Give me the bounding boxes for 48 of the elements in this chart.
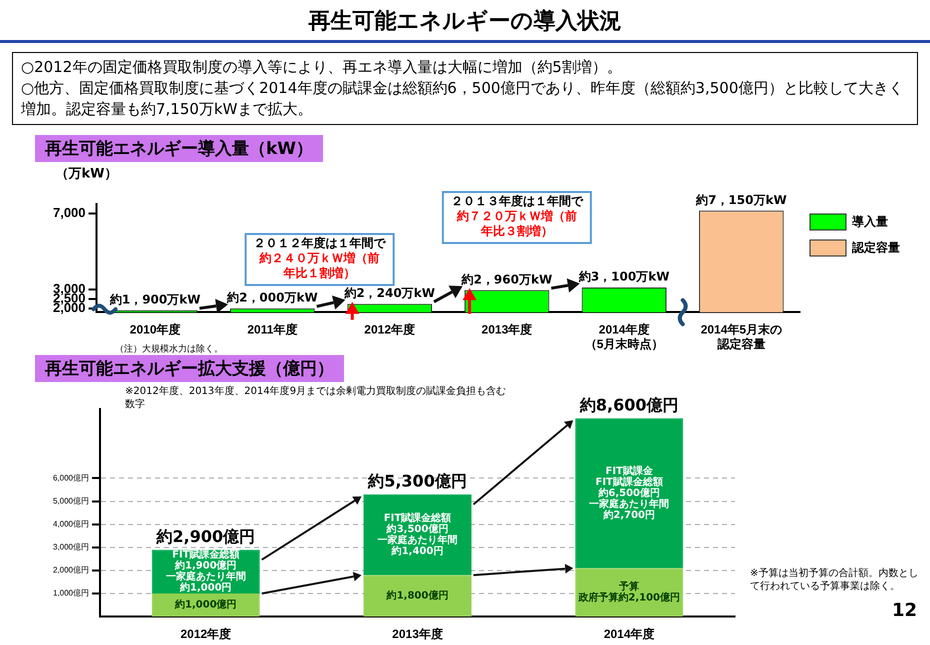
bar xyxy=(364,575,472,617)
text: ○2012年の固定価格買取制度の導入等により、再エネ導入量は大幅に増加（約5割増）。 xyxy=(21,57,623,78)
x-tick-label: 2013年度 xyxy=(482,322,532,337)
y-tick-label: 1,000億円 xyxy=(52,588,90,598)
text: 12 xyxy=(892,600,918,621)
y-tick-label: 6,000億円 xyxy=(52,473,90,482)
x-tick-label: 2014年度（5月末時点） xyxy=(584,322,664,352)
total-label: 約2,900億円 xyxy=(156,526,256,546)
data-label: 約1,800億円 xyxy=(386,589,448,602)
series-label: 予算 xyxy=(618,580,640,592)
data-label: FIT賦課金総額約6,500億円一家庭あたり年間約2,700円 xyxy=(589,476,670,521)
text: 再生可能エネルギーの導入状況 xyxy=(308,8,622,36)
y-axis-title: （万kW） xyxy=(56,166,118,182)
x-tick-label: 2011年度 xyxy=(247,322,298,337)
y-tick-label: 3,000億円 xyxy=(52,542,90,552)
data-label: 約2，000万kW xyxy=(226,290,318,305)
x-tick-label: 2013年度 xyxy=(392,627,443,642)
series-label: FIT賦課金 xyxy=(605,464,654,477)
x-tick-label: 2010年度 xyxy=(130,322,181,337)
y-tick-label: 2,000億円 xyxy=(52,566,90,575)
text: ※予算は当初予算の合計額。内数として行われている予算事業は除く。 xyxy=(750,567,920,593)
data-label: 約3，100万kW xyxy=(578,270,670,284)
annotation: ２０１２年度は１年間で約２４０万ｋＷ増（前年比１割増） xyxy=(254,236,387,280)
x-tick-label: 2014年度 xyxy=(604,627,655,642)
total-label: 約8,600億円 xyxy=(578,395,678,414)
text: （注）大規模水力は除く。 xyxy=(115,343,224,354)
x-tick-label: 2014年5月末の認定容量 xyxy=(700,322,782,352)
x-tick-label: 2012年度 xyxy=(364,322,415,337)
text: ○他方、固定価格買取制度に基づく2014年度の賦課金は総額約6，500億円であり、昨年度（総額約3,500億円）と比較して大きく増加。認定容量も約7,150万kWまで拡大。 xyxy=(21,78,904,120)
annotation: ※2012年度、2013年度、2014年度9月までは余剰電力買取制度の賦課金負担も含む数字 xyxy=(125,385,508,411)
data-label: 約2，240万kW xyxy=(343,286,435,300)
legend-label: 導入量 xyxy=(851,214,888,228)
data-label: 約1,000億円 xyxy=(174,598,237,611)
y-tick-label: 4,000億円 xyxy=(52,520,90,529)
annotation: ２０１３年度は１年間で約７２０万ｋＷ増（前年比３割増） xyxy=(450,194,584,238)
total-label: 約5,300億円 xyxy=(367,472,467,491)
data-label: 約1，900万kW xyxy=(108,292,200,306)
data-label: FIT賦課金総額約1,900億円一家庭あたり年間約1,000円 xyxy=(166,548,246,594)
data-label: FIT賦課金総額約3,500億円一家庭あたり年間約1,400円 xyxy=(378,512,458,557)
data-label: 約7，150万kW xyxy=(695,192,787,207)
y-tick-label: 5,000億円 xyxy=(52,496,90,506)
y-tick-label: 7,000 xyxy=(52,205,86,220)
chart-title: 再生可能エネルギー導入量（kW） xyxy=(35,135,324,162)
x-tick-label: 2012年度 xyxy=(180,627,232,642)
data-label: 約2，960万kW xyxy=(460,272,552,286)
chart-title: 再生可能エネルギー拡大支援（億円） xyxy=(35,355,344,382)
legend-label: 認定容量 xyxy=(851,240,900,254)
data-label: 政府予算約2,100億円 xyxy=(577,591,680,604)
